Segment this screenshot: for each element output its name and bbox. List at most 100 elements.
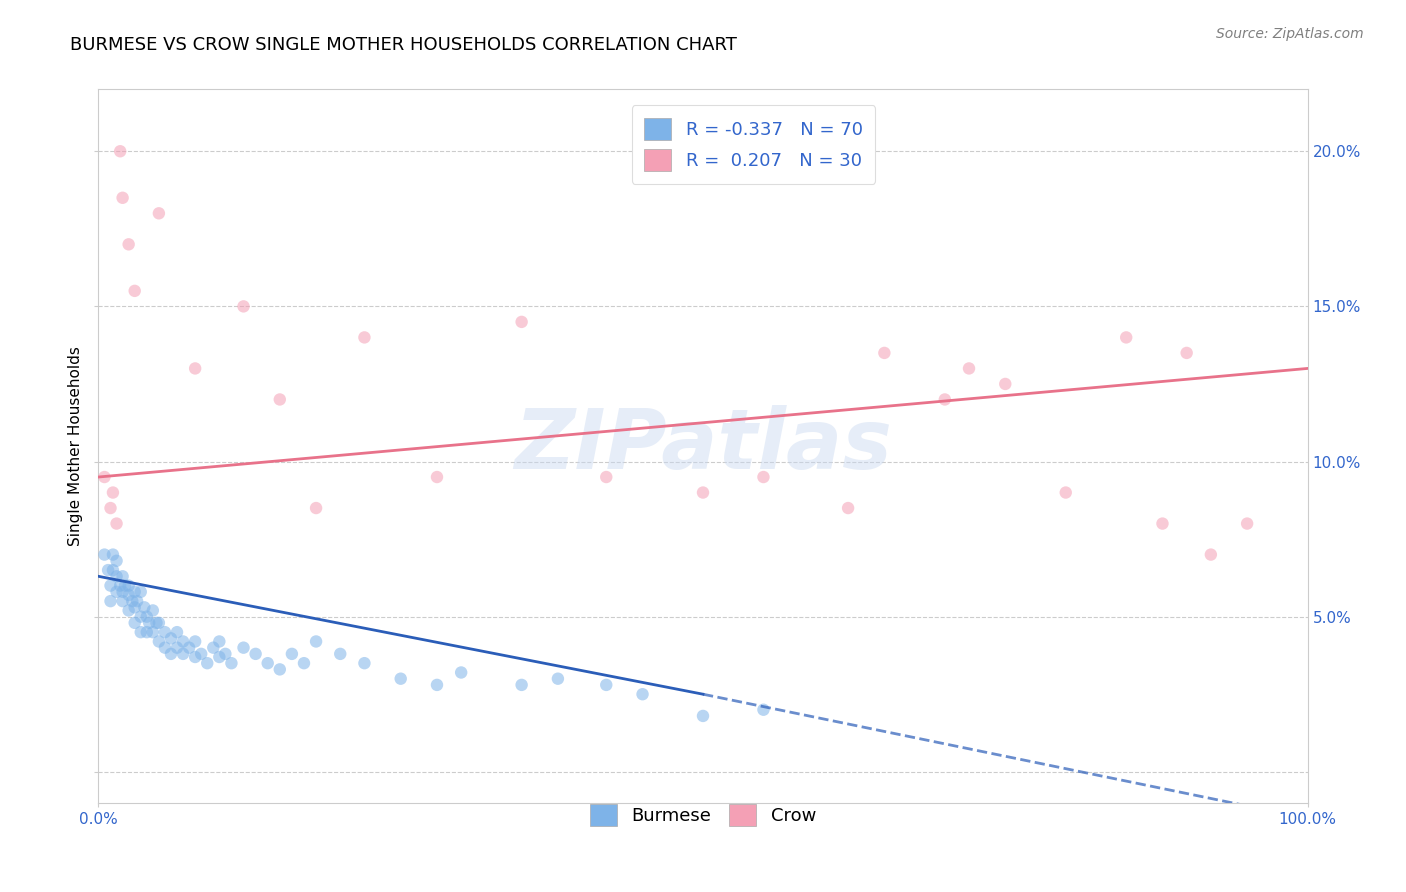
Point [97, 563, 120, 577]
Point [105, 569, 128, 583]
Point [101, 548, 124, 562]
Point [957, 361, 980, 376]
Point [305, 501, 328, 516]
Point [245, 647, 267, 661]
Point [184, 650, 207, 665]
Point [148, 634, 170, 648]
Point [93, 470, 115, 484]
Point [101, 485, 124, 500]
Point [111, 569, 134, 583]
Point [105, 584, 128, 599]
Point [135, 609, 157, 624]
Point [450, 665, 472, 680]
Point [692, 485, 714, 500]
Point [595, 678, 617, 692]
Point [221, 656, 243, 670]
Point [124, 284, 146, 298]
Point [172, 647, 194, 661]
Point [305, 634, 328, 648]
Point [269, 662, 291, 676]
Point [873, 346, 896, 360]
Point [148, 206, 170, 220]
Point [292, 656, 315, 670]
Point [129, 609, 152, 624]
Point [135, 625, 157, 640]
Point [1175, 346, 1198, 360]
Point [547, 672, 569, 686]
Point [129, 625, 152, 640]
Point [232, 640, 254, 655]
Point [93, 548, 115, 562]
Text: Source: ZipAtlas.com: Source: ZipAtlas.com [1216, 27, 1364, 41]
Point [752, 470, 775, 484]
Point [166, 640, 188, 655]
Point [837, 501, 859, 516]
Point [329, 647, 352, 661]
Point [118, 588, 141, 602]
Point [124, 600, 146, 615]
Point [353, 656, 375, 670]
Point [1152, 516, 1174, 531]
Point [281, 647, 304, 661]
Text: BURMESE VS CROW SINGLE MOTHER HOUSEHOLDS CORRELATION CHART: BURMESE VS CROW SINGLE MOTHER HOUSEHOLDS… [70, 36, 737, 54]
Point [111, 584, 134, 599]
Point [208, 650, 231, 665]
Point [934, 392, 956, 407]
Point [111, 594, 134, 608]
Point [105, 516, 128, 531]
Point [124, 615, 146, 630]
Point [153, 625, 176, 640]
Point [214, 647, 236, 661]
Point [208, 634, 231, 648]
Point [184, 361, 207, 376]
Point [232, 299, 254, 313]
Text: ZIPatlas: ZIPatlas [515, 406, 891, 486]
Point [1199, 548, 1222, 562]
Point [752, 703, 775, 717]
Point [1115, 330, 1137, 344]
Point [353, 330, 375, 344]
Point [692, 709, 714, 723]
Point [172, 634, 194, 648]
Point [127, 594, 149, 608]
Point [145, 615, 167, 630]
Point [142, 603, 165, 617]
Point [134, 600, 156, 615]
Point [108, 145, 131, 159]
Point [994, 376, 1017, 391]
Point [121, 594, 143, 608]
Point [108, 579, 131, 593]
Point [153, 640, 176, 655]
Point [118, 579, 141, 593]
Point [148, 615, 170, 630]
Point [100, 579, 122, 593]
Point [195, 656, 218, 670]
Point [595, 470, 617, 484]
Point [118, 237, 141, 252]
Point [160, 647, 183, 661]
Point [1054, 485, 1077, 500]
Point [111, 191, 134, 205]
Point [269, 392, 291, 407]
Point [100, 501, 122, 516]
Point [101, 563, 124, 577]
Point [631, 687, 654, 701]
Point [100, 594, 122, 608]
Point [202, 640, 225, 655]
Point [510, 678, 533, 692]
Point [426, 470, 449, 484]
Point [1236, 516, 1258, 531]
Point [124, 584, 146, 599]
Point [114, 579, 136, 593]
Point [166, 625, 188, 640]
Point [256, 656, 278, 670]
Point [142, 625, 165, 640]
Point [138, 615, 160, 630]
Point [129, 584, 152, 599]
Legend: Burmese, Crow: Burmese, Crow [579, 793, 827, 837]
Point [160, 632, 183, 646]
Point [510, 315, 533, 329]
Point [184, 634, 207, 648]
Point [105, 554, 128, 568]
Point [179, 640, 201, 655]
